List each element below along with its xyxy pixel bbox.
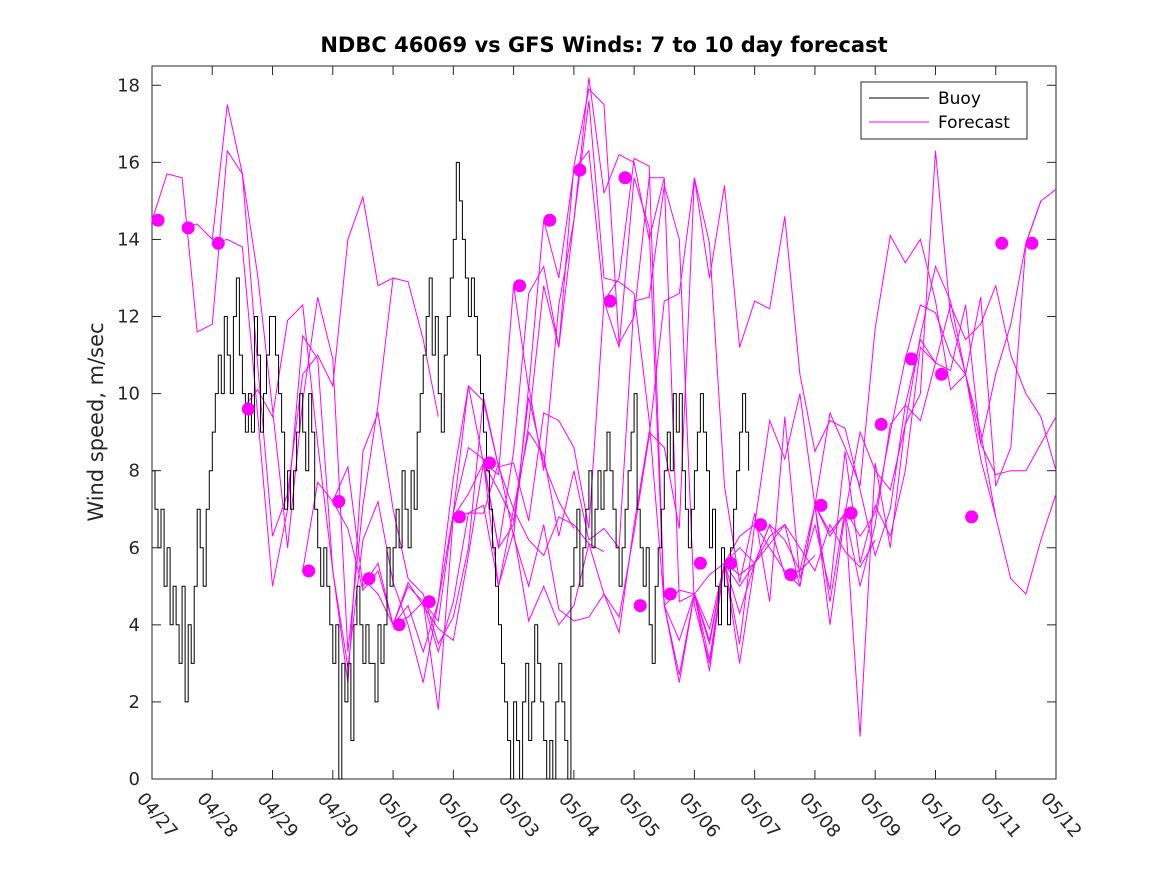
forecast-line-12 — [513, 177, 1057, 635]
x-tick-label: 04/28 — [192, 789, 241, 842]
legend-forecast-label: Forecast — [938, 113, 1010, 133]
x-tick-label: 05/07 — [735, 789, 784, 842]
y-tick-label: 4 — [129, 615, 140, 636]
forecast-marker — [211, 236, 225, 250]
x-tick-label: 04/27 — [132, 789, 181, 842]
x-tick-label: 05/01 — [373, 789, 422, 842]
forecast-line-5 — [302, 88, 665, 654]
forecast-marker — [874, 417, 888, 431]
y-tick-label: 16 — [117, 152, 140, 173]
forecast-marker — [935, 367, 948, 381]
forecast-marker — [151, 213, 165, 227]
x-tick-label: 05/02 — [433, 789, 482, 842]
x-tick-label: 05/09 — [855, 789, 904, 842]
forecast-marker — [241, 402, 255, 416]
plot-area — [151, 65, 1057, 780]
forecast-marker — [573, 163, 587, 177]
forecast-marker — [302, 564, 316, 578]
y-tick-label: 18 — [117, 75, 140, 96]
buoy-line — [152, 161, 750, 780]
x-tick-label: 05/08 — [795, 789, 844, 842]
forecast-line-2 — [181, 104, 439, 652]
x-tick-label: 05/04 — [554, 789, 603, 842]
legend-buoy-label: Buoy — [938, 89, 981, 109]
forecast-line-7 — [362, 77, 816, 664]
forecast-markers — [151, 163, 1039, 632]
forecast-marker — [663, 587, 677, 601]
y-axis-label: Wind speed, m/sec — [84, 322, 108, 521]
forecast-marker — [181, 221, 195, 235]
x-tick-label: 05/11 — [976, 789, 1025, 842]
y-tick-label: 0 — [129, 769, 140, 790]
forecast-line-8 — [392, 100, 876, 710]
forecast-marker — [693, 556, 707, 570]
legend-box — [860, 81, 1028, 140]
forecast-marker — [513, 279, 527, 293]
forecast-marker — [754, 518, 768, 532]
forecast-marker — [633, 599, 647, 613]
forecast-line-9 — [422, 157, 936, 683]
forecast-marker — [995, 236, 1009, 250]
y-tick-label: 12 — [117, 307, 140, 328]
x-tick-label: 05/06 — [675, 789, 724, 842]
forecast-marker — [362, 572, 376, 586]
legend: Buoy Forecast — [860, 81, 1028, 140]
forecast-marker — [844, 506, 858, 520]
forecast-marker — [1025, 236, 1039, 250]
forecast-marker — [452, 510, 466, 524]
forecast-marker — [422, 595, 436, 609]
x-tick-label: 04/30 — [313, 789, 362, 842]
buoy-series-line — [152, 161, 750, 780]
forecast-marker — [392, 618, 406, 632]
x-tick-label: 05/10 — [916, 789, 965, 842]
forecast-line-11 — [483, 177, 1042, 626]
y-tick-label: 10 — [117, 384, 140, 405]
y-tick-label: 14 — [117, 229, 140, 250]
forecast-line-15 — [814, 150, 1057, 595]
forecast-marker — [618, 171, 632, 185]
y-tick-label: 2 — [129, 692, 140, 713]
x-tick-label: 05/12 — [1036, 789, 1085, 842]
forecast-marker — [332, 495, 346, 508]
forecast-marker — [543, 213, 557, 227]
x-tick-label: 05/05 — [614, 789, 663, 842]
y-axis: 0 2 4 6 8 10 12 14 16 18 — [117, 75, 1056, 790]
y-tick-label: 6 — [129, 538, 140, 559]
forecast-marker — [483, 456, 496, 470]
x-tick-label: 04/29 — [253, 789, 302, 842]
y-tick-label: 8 — [129, 461, 140, 482]
forecast-marker — [814, 498, 828, 512]
forecast-marker — [603, 294, 617, 308]
forecast-marker — [724, 556, 738, 570]
forecast-marker — [784, 568, 798, 582]
forecast-line-13 — [663, 188, 1057, 737]
forecast-marker — [965, 510, 979, 524]
x-tick-label: 05/03 — [494, 789, 543, 842]
forecast-marker — [904, 352, 918, 366]
forecast-line-4 — [242, 303, 605, 683]
chart-title: NDBC 46069 vs GFS Winds: 7 to 10 day for… — [320, 33, 887, 57]
axes-box — [151, 65, 1057, 780]
forecast-line-1 — [151, 149, 394, 537]
